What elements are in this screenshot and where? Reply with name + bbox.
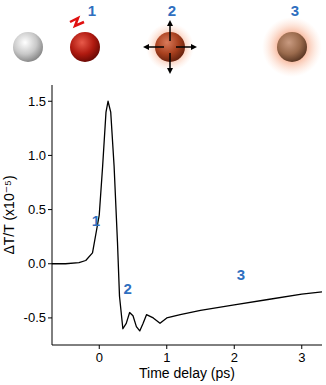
x-axis: [52, 345, 322, 346]
glow: [262, 17, 322, 77]
x-tick-label: 1: [163, 350, 170, 365]
data-line: [52, 101, 322, 331]
illustration-label: 2: [168, 2, 176, 19]
x-tick-label: 2: [231, 350, 238, 365]
arrow-head: [143, 44, 149, 50]
arrow-head: [191, 44, 197, 50]
arrow-head: [167, 20, 173, 26]
annotation: 3: [237, 266, 245, 283]
x-axis-label: Time delay (ps): [139, 365, 235, 381]
y-tick: [48, 317, 52, 318]
y-tick: [48, 209, 52, 210]
x-tick: [166, 345, 167, 349]
x-tick-label: 0: [96, 350, 103, 365]
y-tick-label: 1.5: [28, 94, 46, 109]
y-tick-label: 1.0: [28, 148, 46, 163]
sphere: [70, 32, 100, 62]
y-tick-label: 0.5: [28, 202, 46, 217]
x-tick: [301, 345, 302, 349]
y-tick-label: -0.5: [24, 310, 46, 325]
x-tick-label: 3: [298, 350, 305, 365]
y-tick: [48, 101, 52, 102]
y-axis: [52, 85, 53, 345]
sphere: [277, 32, 307, 62]
laser-bolt: [70, 18, 84, 26]
y-tick: [48, 263, 52, 264]
illustration-label: 1: [88, 2, 96, 19]
glow: [146, 23, 194, 71]
annotation: 2: [123, 280, 131, 297]
y-tick: [48, 155, 52, 156]
illustration-label: 3: [291, 2, 299, 19]
x-tick: [99, 345, 100, 349]
sphere: [13, 32, 43, 62]
arrow-head: [167, 68, 173, 74]
plot-area: [52, 101, 322, 331]
annotation: 1: [92, 212, 100, 229]
y-axis-label: ΔT/T (x10⁻⁵): [1, 175, 17, 254]
y-tick-label: 0.0: [28, 256, 46, 271]
x-tick: [234, 345, 235, 349]
